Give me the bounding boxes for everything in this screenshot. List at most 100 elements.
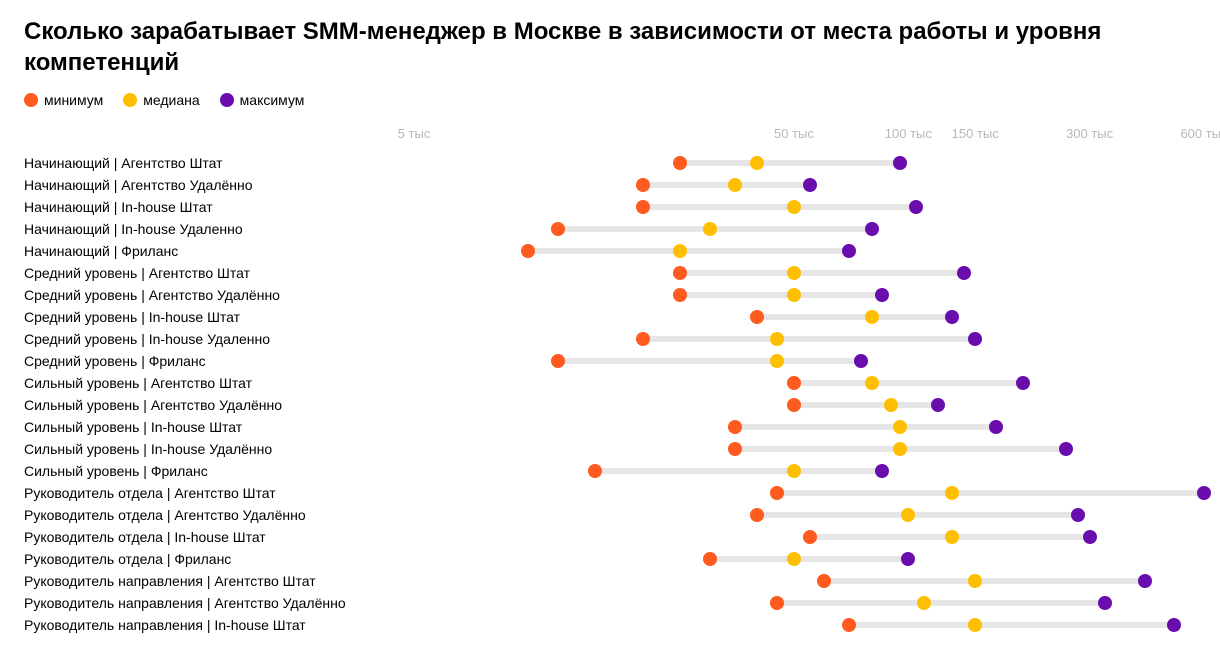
x-axis-tick: 150 тыс bbox=[952, 126, 999, 141]
range-track bbox=[643, 204, 917, 210]
range-track bbox=[757, 314, 951, 320]
chart-row: Начинающий | Агентство Удалённо bbox=[24, 174, 1196, 196]
range-track bbox=[794, 380, 1023, 386]
x-axis-tick: 5 тыс bbox=[398, 126, 431, 141]
dot-median bbox=[787, 200, 801, 214]
legend-item-median: медиана bbox=[123, 92, 199, 108]
chart-row: Сильный уровень | In-house Штат bbox=[24, 416, 1196, 438]
dot-max bbox=[957, 266, 971, 280]
dot-median bbox=[865, 376, 879, 390]
legend-label-max: максимум bbox=[240, 92, 305, 108]
row-plot bbox=[414, 152, 1196, 174]
legend-label-min: минимум bbox=[44, 92, 103, 108]
row-plot bbox=[414, 570, 1196, 592]
row-plot bbox=[414, 592, 1196, 614]
row-label: Средний уровень | Фриланс bbox=[24, 353, 414, 369]
dot-min bbox=[803, 530, 817, 544]
legend: минимум медиана максимум bbox=[24, 92, 1196, 108]
dot-max bbox=[875, 464, 889, 478]
row-plot bbox=[414, 460, 1196, 482]
dot-median bbox=[865, 310, 879, 324]
chart-row: Руководитель направления | Агентство Уда… bbox=[24, 592, 1196, 614]
chart-title: Сколько зарабатывает SMM-менеджер в Моск… bbox=[24, 16, 1124, 78]
dot-min bbox=[673, 156, 687, 170]
chart-row: Средний уровень | Агентство Удалённо bbox=[24, 284, 1196, 306]
chart-row: Руководитель отдела | Фриланс bbox=[24, 548, 1196, 570]
dot-min bbox=[750, 508, 764, 522]
chart-row: Руководитель отдела | Агентство Удалённо bbox=[24, 504, 1196, 526]
dot-min bbox=[636, 178, 650, 192]
dot-min bbox=[521, 244, 535, 258]
dot-max bbox=[893, 156, 907, 170]
row-label: Руководитель направления | Агентство Шта… bbox=[24, 573, 414, 589]
range-track bbox=[735, 424, 996, 430]
row-plot bbox=[414, 262, 1196, 284]
dot-min bbox=[673, 266, 687, 280]
dot-max bbox=[842, 244, 856, 258]
dot-max bbox=[865, 222, 879, 236]
range-track bbox=[849, 622, 1173, 628]
dot-min bbox=[703, 552, 717, 566]
dot-max bbox=[1016, 376, 1030, 390]
chart-area: 5 тыс50 тыс100 тыс150 тыс300 тыс600 тыс … bbox=[24, 126, 1196, 636]
range-track bbox=[595, 468, 881, 474]
row-label: Сильный уровень | Агентство Удалённо bbox=[24, 397, 414, 413]
row-label: Сильный уровень | Фриланс bbox=[24, 463, 414, 479]
chart-row: Начинающий | In-house Удаленно bbox=[24, 218, 1196, 240]
range-track bbox=[643, 336, 975, 342]
range-track bbox=[710, 556, 909, 562]
dot-median bbox=[893, 442, 907, 456]
dot-median bbox=[968, 618, 982, 632]
chart-row: Средний уровень | Фриланс bbox=[24, 350, 1196, 372]
chart-rows: Начинающий | Агентство Штат Начинающий | … bbox=[24, 152, 1196, 636]
dot-max bbox=[875, 288, 889, 302]
legend-label-median: медиана bbox=[143, 92, 199, 108]
legend-item-min: минимум bbox=[24, 92, 103, 108]
row-label: Руководитель отдела | Агентство Удалённо bbox=[24, 507, 414, 523]
row-plot bbox=[414, 526, 1196, 548]
row-label: Начинающий | Агентство Удалённо bbox=[24, 177, 414, 193]
chart-row: Начинающий | In-house Штат bbox=[24, 196, 1196, 218]
dot-median bbox=[787, 464, 801, 478]
row-plot bbox=[414, 306, 1196, 328]
dot-min bbox=[770, 486, 784, 500]
row-plot bbox=[414, 240, 1196, 262]
chart-row: Начинающий | Агентство Штат bbox=[24, 152, 1196, 174]
x-axis-tick: 600 тыс bbox=[1180, 126, 1220, 141]
dot-max bbox=[1083, 530, 1097, 544]
row-plot bbox=[414, 328, 1196, 350]
dot-max bbox=[803, 178, 817, 192]
row-plot bbox=[414, 284, 1196, 306]
row-plot bbox=[414, 416, 1196, 438]
dot-min bbox=[728, 420, 742, 434]
chart-row: Средний уровень | In-house Удаленно bbox=[24, 328, 1196, 350]
row-plot bbox=[414, 438, 1196, 460]
range-track bbox=[680, 292, 882, 298]
x-axis-tick: 300 тыс bbox=[1066, 126, 1113, 141]
dot-min bbox=[817, 574, 831, 588]
chart-row: Средний уровень | In-house Штат bbox=[24, 306, 1196, 328]
row-plot bbox=[414, 218, 1196, 240]
row-label: Руководитель направления | Агентство Уда… bbox=[24, 595, 414, 611]
dot-max bbox=[901, 552, 915, 566]
chart-row: Руководитель направления | In-house Штат bbox=[24, 614, 1196, 636]
range-track bbox=[824, 578, 1145, 584]
dot-min bbox=[750, 310, 764, 324]
dot-median bbox=[968, 574, 982, 588]
row-label: Начинающий | Фриланс bbox=[24, 243, 414, 259]
row-label: Руководитель отдела | Агентство Штат bbox=[24, 485, 414, 501]
dot-min bbox=[842, 618, 856, 632]
row-plot bbox=[414, 504, 1196, 526]
dot-min bbox=[588, 464, 602, 478]
dot-min bbox=[551, 222, 565, 236]
dot-min bbox=[728, 442, 742, 456]
dot-min bbox=[787, 376, 801, 390]
row-label: Сильный уровень | Агентство Штат bbox=[24, 375, 414, 391]
row-label: Средний уровень | Агентство Штат bbox=[24, 265, 414, 281]
chart-row: Руководитель отдела | In-house Штат bbox=[24, 526, 1196, 548]
row-label: Руководитель отдела | Фриланс bbox=[24, 551, 414, 567]
dot-max bbox=[1167, 618, 1181, 632]
dot-min bbox=[770, 596, 784, 610]
dot-median bbox=[945, 486, 959, 500]
dot-median bbox=[884, 398, 898, 412]
